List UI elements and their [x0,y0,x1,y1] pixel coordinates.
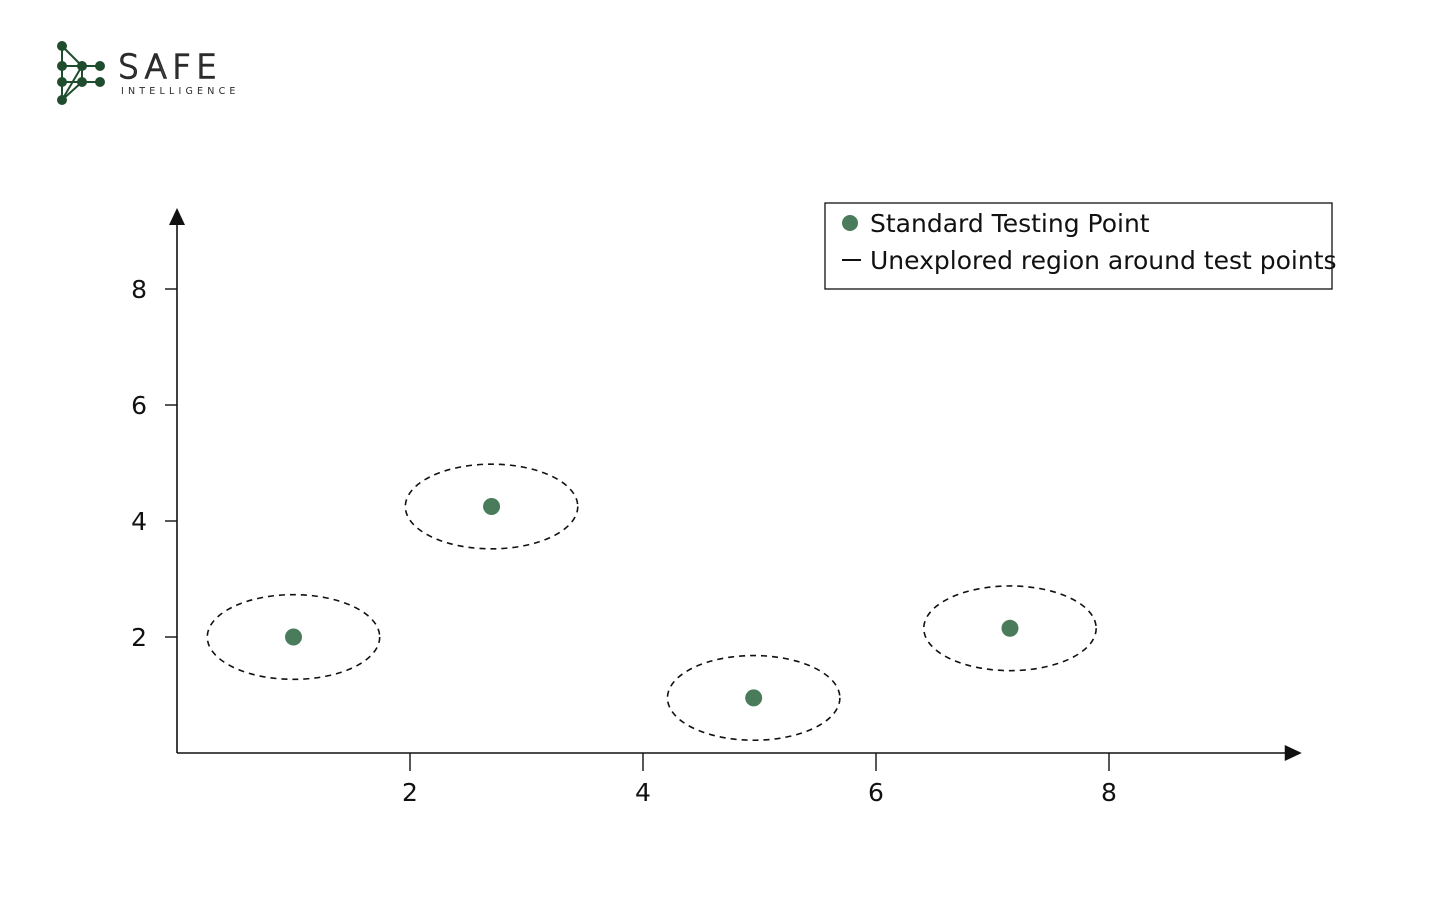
standard-testing-point [745,689,763,707]
legend-label-standard-point: Standard Testing Point [870,209,1150,238]
standard-testing-point [483,498,501,515]
standard-testing-point [1001,619,1019,637]
y-tick-label: 8 [131,275,147,304]
unexplored-regions [206,463,1097,742]
unexplored-region-ellipse [404,463,579,550]
x-tick-label: 2 [402,778,418,807]
standard-testing-point [285,628,302,646]
testing-points [285,498,1019,707]
y-tick-label: 6 [131,391,147,420]
x-tick-label: 4 [635,778,651,807]
safe-intelligence-logo: SAFE INTELLIGENCE [57,41,240,105]
unexplored-region-ellipse [922,585,1097,672]
brand-name: SAFE [118,47,222,86]
legend-box [824,202,1333,290]
network-logo-icon [57,41,105,105]
y-tick-label: 4 [131,507,147,536]
chart-axes: 2 4 6 8 2 4 6 8 [131,208,1302,807]
x-axis-arrow [1284,745,1302,761]
unexplored-region-ellipse [666,654,841,742]
brand-tagline: INTELLIGENCE [121,86,240,97]
chart-legend: Standard Testing Point Unexplored region… [824,202,1337,290]
unexplored-region-ellipse [206,593,381,681]
legend-point-marker [842,215,858,231]
y-tick-label: 2 [131,623,147,652]
y-axis-arrow [169,208,185,225]
x-tick-label: 6 [868,778,884,807]
legend-label-unexplored-region: Unexplored region around test points [870,246,1337,275]
x-tick-label: 8 [1101,778,1117,807]
